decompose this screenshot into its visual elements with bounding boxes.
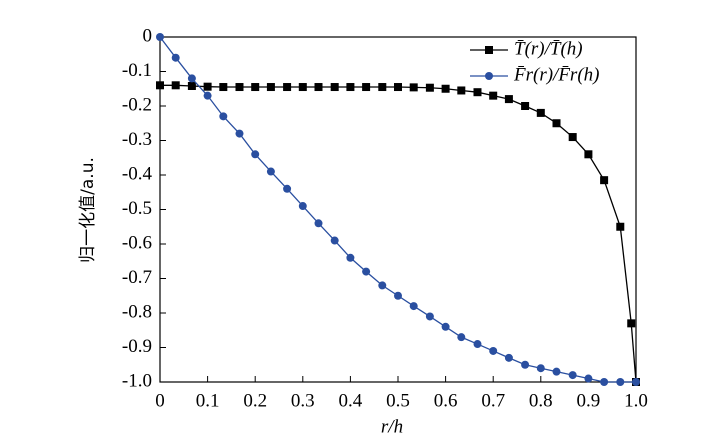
y-tick-label: -0.5 <box>122 198 152 219</box>
data-point <box>521 102 530 110</box>
data-point <box>394 291 402 300</box>
x-tick-label: 0.5 <box>386 390 410 411</box>
data-point <box>283 83 292 92</box>
data-point <box>457 333 466 342</box>
data-point <box>378 281 387 290</box>
y-tick-label: -0.9 <box>122 336 152 357</box>
y-tick-label: -0.6 <box>122 232 152 253</box>
x-tick-label: 0.9 <box>577 390 601 411</box>
x-tick-label: 0.4 <box>339 390 363 411</box>
data-point <box>584 150 593 159</box>
data-point <box>251 83 260 92</box>
data-point <box>616 222 625 231</box>
data-point <box>203 82 212 91</box>
data-point <box>251 150 260 159</box>
x-tick-label: 0.8 <box>529 390 553 411</box>
data-point <box>187 81 196 90</box>
data-point <box>632 378 640 386</box>
data-point <box>616 378 625 386</box>
data-point <box>504 95 513 104</box>
data-point <box>489 91 498 100</box>
data-point <box>441 322 450 331</box>
data-point <box>330 236 339 245</box>
data-point <box>600 176 609 185</box>
data-point <box>600 378 609 386</box>
data-point <box>156 81 164 90</box>
data-point <box>346 253 355 262</box>
legend-label: F̄r(r)/F̄r(h) <box>513 64 599 85</box>
y-tick-label: -0.8 <box>122 301 152 322</box>
data-point <box>425 312 434 321</box>
data-point <box>156 33 164 41</box>
y-tick-label: -0.1 <box>122 60 152 81</box>
y-tick-label: 0 <box>143 25 153 46</box>
data-point <box>314 83 323 92</box>
x-axis-label: r/h <box>381 416 403 437</box>
data-point <box>521 360 530 369</box>
data-point <box>627 319 636 328</box>
y-tick-label: -0.2 <box>122 94 152 115</box>
data-point <box>409 302 418 311</box>
x-tick-label: 0.2 <box>243 390 267 411</box>
data-point <box>473 340 482 349</box>
y-tick-label: -0.7 <box>122 267 152 288</box>
data-point <box>473 88 482 97</box>
x-tick-label: 1.0 <box>624 390 648 411</box>
data-point <box>266 83 275 92</box>
x-tick-label: 0.3 <box>291 390 315 411</box>
data-point <box>298 83 307 92</box>
data-point <box>171 81 180 90</box>
x-tick-label: 0 <box>155 390 165 411</box>
data-point <box>441 84 450 93</box>
data-point <box>219 83 228 92</box>
data-point <box>235 129 244 138</box>
data-point <box>187 74 196 83</box>
data-point <box>219 112 228 121</box>
data-point <box>266 167 275 176</box>
legend-label: T̄(r)/T̄(h) <box>514 38 583 59</box>
x-tick-label: 0.6 <box>434 390 458 411</box>
data-point <box>409 83 418 92</box>
data-point <box>362 83 371 92</box>
series-line <box>160 84 637 383</box>
data-point <box>378 83 387 92</box>
data-point <box>536 364 545 373</box>
data-point <box>584 374 593 383</box>
data-point <box>536 108 545 117</box>
legend-marker <box>485 72 493 80</box>
data-point <box>552 367 561 376</box>
data-point <box>330 83 339 92</box>
y-tick-label: -0.3 <box>122 129 152 150</box>
data-point <box>203 91 212 100</box>
legend-marker <box>485 46 493 54</box>
data-point <box>568 133 577 142</box>
data-point <box>394 83 402 92</box>
data-point <box>171 53 180 62</box>
data-point <box>425 83 434 92</box>
data-point <box>568 371 577 380</box>
data-point <box>235 83 244 92</box>
data-point <box>362 267 371 276</box>
data-point <box>314 219 323 228</box>
data-point <box>457 86 466 95</box>
y-tick-label: -0.4 <box>122 163 153 184</box>
data-point <box>283 184 292 193</box>
data-point <box>489 346 498 355</box>
x-tick-label: 0.7 <box>481 390 505 411</box>
x-tick-label: 0.1 <box>196 390 220 411</box>
y-axis-label: 归一化值/a.u. <box>78 157 98 263</box>
data-point <box>504 353 513 362</box>
y-tick-label: -1.0 <box>122 370 152 391</box>
data-point <box>298 202 307 211</box>
data-point <box>346 83 355 92</box>
data-point <box>552 119 561 128</box>
